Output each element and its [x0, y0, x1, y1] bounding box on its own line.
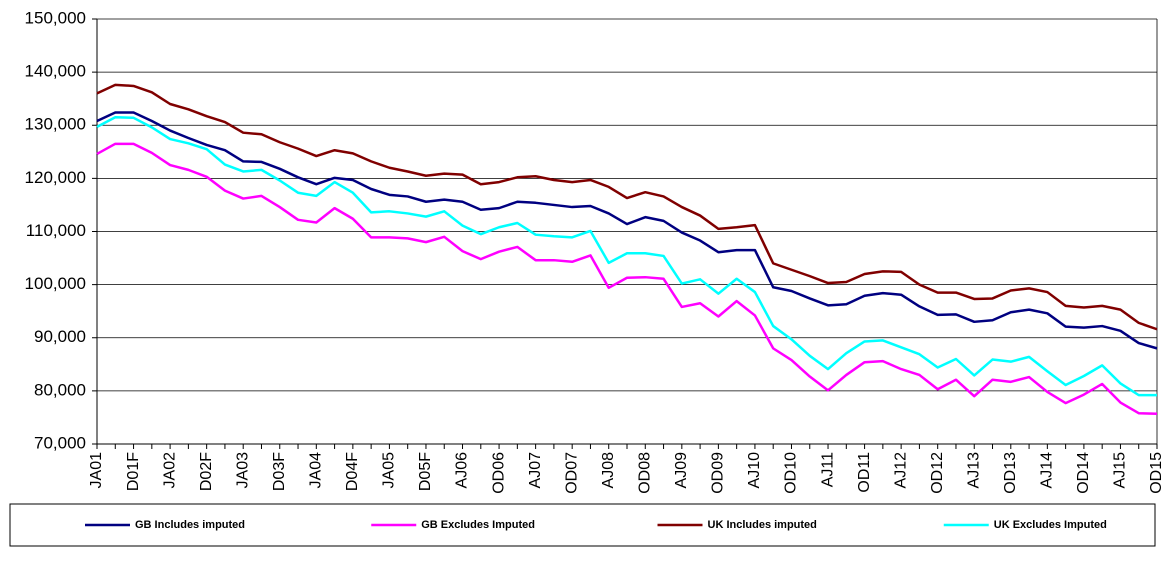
x-tick-label: D03F [271, 452, 288, 491]
legend-label: GB Includes imputed [135, 519, 245, 531]
legend-label: UK Includes imputed [708, 519, 817, 531]
x-tick-label: OD08 [636, 452, 653, 494]
x-tick-label: OD12 [929, 452, 946, 494]
y-tick-label: 130,000 [25, 115, 86, 134]
x-tick-label: D01F [125, 452, 142, 491]
x-tick-label: OD07 [563, 452, 580, 494]
y-tick-label: 140,000 [25, 62, 86, 81]
x-tick-label: OD14 [1075, 452, 1092, 494]
x-tick-label: OD15 [1148, 452, 1165, 494]
x-tick-label: OD11 [856, 452, 873, 493]
x-tick-label: OD06 [490, 452, 507, 494]
y-tick-label: 70,000 [34, 433, 86, 452]
y-tick-label: 150,000 [25, 8, 86, 27]
x-tick-label: AJ07 [527, 452, 544, 489]
x-tick-label: OD13 [1002, 452, 1019, 494]
x-tick-label: AJ08 [600, 452, 617, 489]
x-tick-label: JA03 [234, 452, 251, 489]
x-tick-label: AJ15 [1112, 452, 1129, 489]
x-tick-label: JA04 [308, 452, 325, 489]
x-tick-label: AJ11 [819, 452, 836, 487]
x-tick-label: OD10 [783, 452, 800, 494]
x-tick-label: AJ09 [673, 452, 690, 489]
series-line [96, 142, 1158, 415]
y-tick-label: 90,000 [34, 327, 86, 346]
x-tick-label: AJ13 [965, 452, 982, 489]
legend-label: GB Excludes Imputed [421, 519, 535, 531]
y-tick-label: 100,000 [25, 274, 86, 293]
series-line [96, 83, 1158, 331]
y-tick-label: 80,000 [34, 380, 86, 399]
series-line [96, 116, 1157, 397]
y-tick-label: 120,000 [25, 168, 86, 187]
x-tick-label: D05F [417, 452, 434, 491]
x-tick-label: JA01 [88, 452, 105, 489]
x-tick-label: D02F [198, 452, 215, 491]
x-tick-label: JA05 [381, 452, 398, 489]
x-tick-label: AJ14 [1039, 452, 1056, 489]
x-tick-label: JA02 [161, 452, 178, 489]
y-tick-label: 110,000 [26, 221, 86, 240]
x-tick-label: AJ06 [454, 452, 471, 489]
series-line [96, 111, 1158, 350]
x-tick-label: D04F [344, 452, 361, 491]
legend-label: UK Excludes Imputed [994, 519, 1107, 531]
x-tick-label: AJ12 [892, 452, 909, 489]
x-tick-label: OD09 [710, 452, 727, 494]
x-tick-label: AJ10 [746, 452, 763, 489]
